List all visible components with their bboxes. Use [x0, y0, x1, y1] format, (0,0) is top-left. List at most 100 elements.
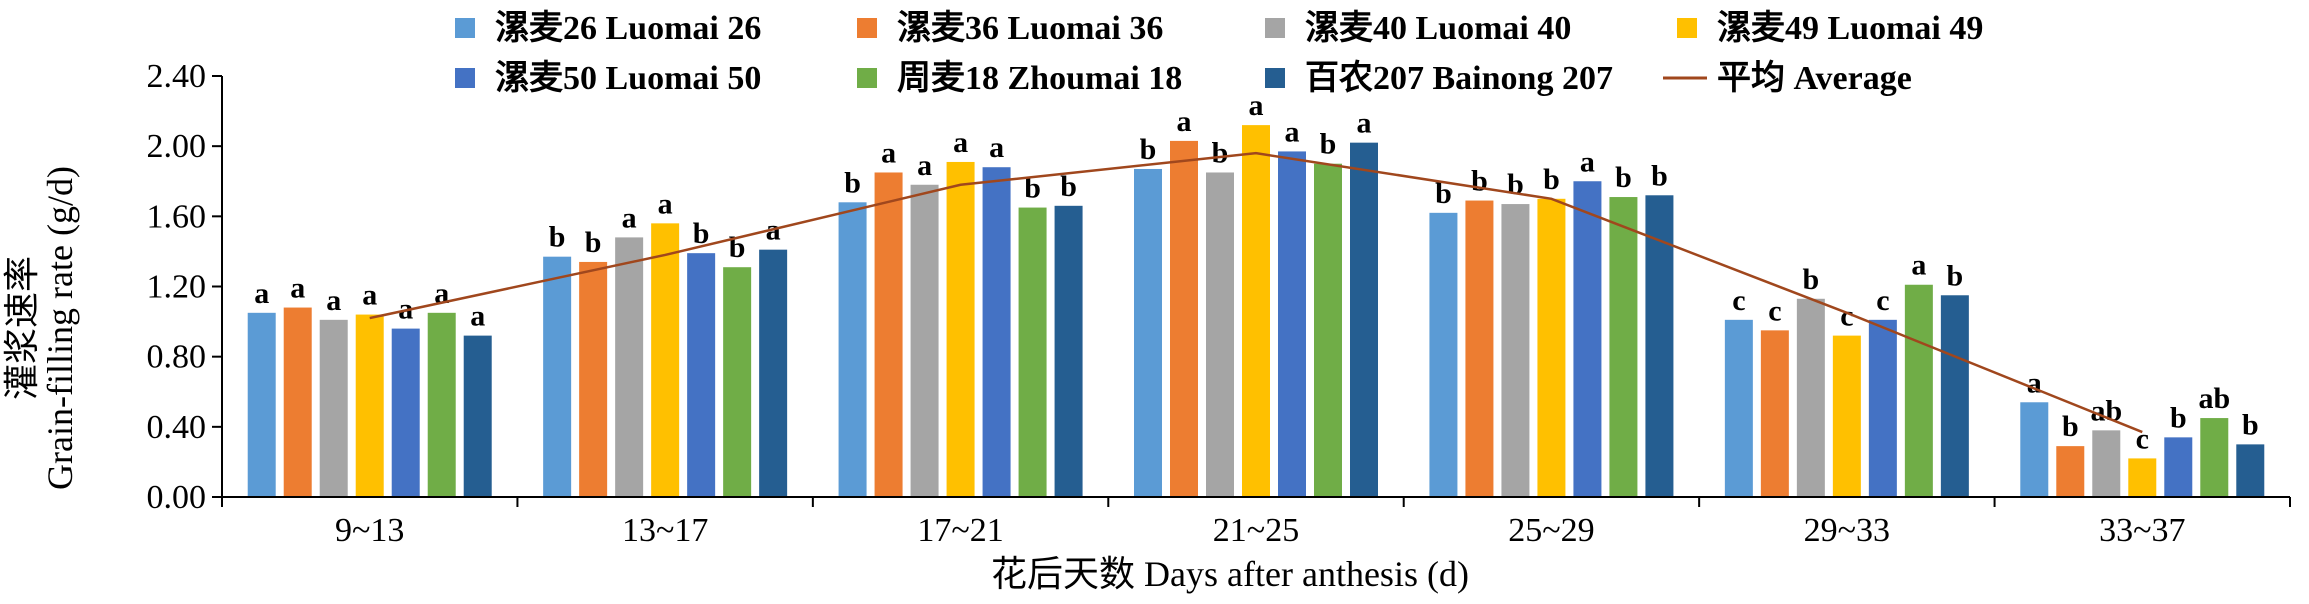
- x-tick-label: 29~33: [1804, 512, 1890, 549]
- bar: [1170, 140, 1198, 497]
- significance-label: b: [1803, 263, 1820, 296]
- bar: [1018, 207, 1047, 497]
- legend-label: 漯麦26 Luomai 26: [495, 9, 761, 47]
- significance-label: a: [1580, 145, 1595, 178]
- significance-label: a: [326, 284, 341, 317]
- bar: [1904, 284, 1933, 497]
- bar: [1868, 319, 1897, 497]
- bar: [355, 314, 384, 497]
- significance-label: b: [1543, 163, 1560, 196]
- significance-label: a: [362, 279, 377, 312]
- legend-label: 平均 Average: [1717, 59, 1912, 97]
- significance-label: b: [2242, 408, 2259, 441]
- bar: [1206, 172, 1234, 497]
- y-tick-label: 1.20: [147, 269, 207, 306]
- y-tick-label: 0.00: [147, 479, 207, 516]
- bar: [579, 261, 608, 497]
- bar: [2056, 446, 2085, 497]
- legend-label: 漯麦40 Luomai 40: [1305, 9, 1571, 47]
- bar: [838, 202, 867, 498]
- bar: [2200, 418, 2229, 497]
- legend-label: 漯麦49 Luomai 49: [1717, 9, 1983, 47]
- significance-label: a: [917, 149, 932, 182]
- y-tick-label: 0.40: [147, 409, 207, 446]
- bar: [946, 161, 975, 497]
- significance-label: a: [398, 293, 413, 326]
- y-tick-label: 1.60: [147, 198, 207, 235]
- bar: [2236, 444, 2265, 497]
- y-tick-label: 0.80: [147, 339, 207, 376]
- significance-label: b: [1024, 172, 1041, 205]
- legend-swatch: [857, 18, 877, 38]
- bar: [1465, 200, 1494, 497]
- significance-label: a: [1911, 249, 1926, 282]
- significance-label: b: [1060, 170, 1077, 203]
- bar: [1760, 330, 1789, 497]
- bar: [1134, 168, 1162, 498]
- bar: [1242, 125, 1270, 497]
- legend-swatch: [1677, 18, 1697, 38]
- significance-label: b: [585, 226, 602, 259]
- y-axis-title-cn: 灌浆速率: [2, 256, 42, 400]
- bar: [2164, 437, 2193, 497]
- significance-label: b: [2062, 410, 2079, 443]
- bar: [723, 267, 752, 497]
- legend-label: 漯麦36 Luomai 36: [897, 9, 1163, 47]
- bar: [247, 312, 276, 497]
- bar: [1832, 335, 1861, 497]
- significance-label: a: [989, 131, 1004, 164]
- significance-label: a: [953, 126, 968, 159]
- bar: [910, 184, 939, 497]
- bar: [283, 307, 312, 497]
- significance-label: a: [622, 201, 637, 234]
- legend-swatch: [1265, 18, 1285, 38]
- bar: [1314, 163, 1342, 498]
- significance-label: b: [1615, 161, 1632, 194]
- bar: [463, 335, 492, 497]
- legend-label: 漯麦50 Luomai 50: [495, 59, 761, 97]
- bar: [427, 312, 456, 497]
- significance-label: a: [1177, 105, 1192, 138]
- significance-label: b: [1947, 259, 1964, 292]
- legend-swatch: [455, 18, 475, 38]
- bar: [2020, 402, 2049, 497]
- x-axis-title: 花后天数 Days after anthesis (d): [991, 554, 1469, 594]
- bar: [1609, 197, 1638, 497]
- bar: [1501, 204, 1530, 497]
- bar: [1796, 298, 1825, 497]
- significance-label: c: [1840, 300, 1853, 333]
- bar: [1645, 195, 1674, 498]
- bar: [759, 249, 788, 497]
- significance-label: b: [1471, 165, 1488, 198]
- significance-label: a: [658, 187, 673, 220]
- bar: [2128, 458, 2157, 497]
- bar: [1537, 198, 1566, 497]
- bar: [1350, 142, 1378, 498]
- x-tick-label: 25~29: [1508, 512, 1594, 549]
- significance-label: b: [1320, 128, 1337, 161]
- bar: [1573, 181, 1602, 497]
- y-axis: 0.00 0.40 0.80 1.20 1.60 2.00 2.40: [147, 58, 223, 516]
- y-tick-label: 2.00: [147, 128, 207, 165]
- bar: [1278, 151, 1306, 497]
- legend-swatch: [1265, 68, 1285, 88]
- legend-swatch: [857, 68, 877, 88]
- significance-label: a: [1249, 89, 1264, 122]
- x-axis: 9~13 13~17 17~21 21~25 25~29 29~33 33~37: [221, 496, 2291, 549]
- x-tick-label: 13~17: [622, 512, 708, 549]
- x-tick-label: 33~37: [2099, 512, 2185, 549]
- significance-label: a: [1357, 107, 1372, 140]
- significance-label: ab: [2198, 382, 2230, 415]
- bar: [615, 237, 644, 497]
- legend: 漯麦26 Luomai 26 漯麦36 Luomai 36 漯麦40 Luomai …: [455, 9, 1983, 97]
- bar: [319, 319, 348, 497]
- bar: [1940, 295, 1969, 497]
- legend-label: 百农207 Bainong 207: [1305, 59, 1613, 97]
- significance-label: b: [1212, 136, 1229, 169]
- significance-label: c: [1768, 294, 1781, 327]
- y-axis-title-en: Grain-filling rate (g/d): [40, 166, 80, 490]
- bar: [1724, 319, 1753, 497]
- significance-label: a: [254, 277, 269, 310]
